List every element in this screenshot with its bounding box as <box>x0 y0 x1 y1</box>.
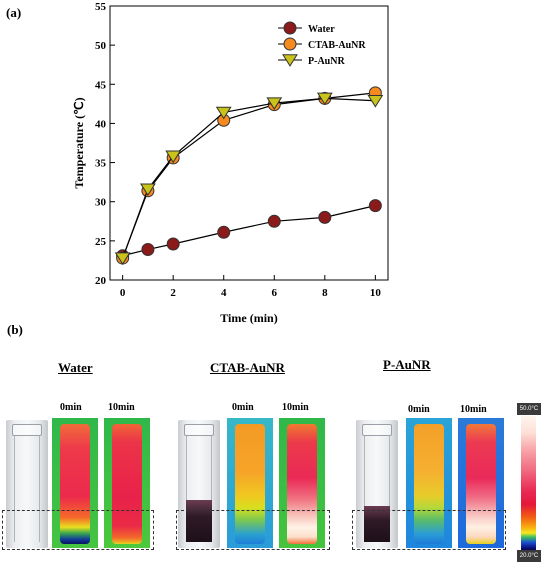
legend-marker-1 <box>283 37 297 51</box>
data-point-0 <box>318 210 332 224</box>
temperature-color-scale <box>521 416 536 552</box>
ctab-10min-label: 10min <box>282 402 309 413</box>
ctab-thermal-10min <box>279 418 325 548</box>
y-tick-label: 45 <box>95 79 107 91</box>
data-point-2 <box>266 97 283 110</box>
panel-a-label: (a) <box>6 5 21 20</box>
water-10min-label: 10min <box>108 402 135 413</box>
data-point-2 <box>367 94 384 108</box>
ctab-0min-label: 0min <box>232 402 254 413</box>
series-line-2 <box>122 97 376 259</box>
data-point-2 <box>215 106 232 120</box>
legend-label: CTAB-AuNR <box>308 40 366 51</box>
x-tick-label: 8 <box>322 287 328 299</box>
y-tick-label: 25 <box>95 236 107 248</box>
y-axis-label: Temperature (℃) <box>72 97 86 188</box>
y-tick-label: 55 <box>95 1 107 13</box>
x-tick-label: 2 <box>170 287 176 299</box>
scale-min-label: 20.0°C <box>517 550 541 562</box>
temperature-line-chart: (a) 20 25 30 35 40 45 50 55 0 2 4 6 8 10 Time (min) Temp… <box>6 1 389 325</box>
paunr-thermal-0min <box>406 418 452 548</box>
data-point-2 <box>316 92 333 106</box>
ctab-dashed-region <box>176 510 330 550</box>
data-point-0 <box>217 225 231 239</box>
water-cuvette-photo <box>6 420 48 548</box>
legend-marker-0 <box>283 21 297 35</box>
x-tick-label: 0 <box>120 287 126 299</box>
ctab-aunr-title: CTAB-AuNR <box>210 360 285 375</box>
paunr-cuvette-photo <box>356 420 398 548</box>
plot-frame <box>109 5 389 281</box>
y-tick-label: 40 <box>95 118 107 130</box>
p-aunr-title: P-AuNR <box>383 357 431 372</box>
data-point-2 <box>140 183 156 197</box>
y-tick-label: 30 <box>95 197 107 209</box>
water-thermal-10min <box>104 418 150 548</box>
ctab-cuvette-photo <box>178 420 220 548</box>
data-point-0 <box>166 237 180 251</box>
paunr-0min-label: 0min <box>408 404 430 415</box>
paunr-10min-label: 10min <box>460 404 487 415</box>
data-point-0 <box>368 199 382 213</box>
y-tick-label: 50 <box>95 40 107 52</box>
data-point-2 <box>114 252 131 265</box>
x-axis-label: Time (min) <box>220 311 277 325</box>
y-tick-label: 20 <box>95 275 107 287</box>
x-tick-label: 6 <box>272 287 278 299</box>
legend-marker-2 <box>282 54 298 67</box>
paunr-dashed-region <box>352 510 506 550</box>
series-line-0 <box>122 205 376 257</box>
water-title: Water <box>58 360 93 375</box>
x-tick-label: 10 <box>370 287 382 299</box>
x-tick-label: 4 <box>221 287 227 299</box>
paunr-thermal-10min <box>458 418 504 548</box>
y-tick-label: 35 <box>95 158 107 170</box>
water-dashed-region <box>2 510 154 550</box>
series-line-1 <box>122 92 376 259</box>
scale-max-label: 50.0°C <box>517 403 541 415</box>
water-thermal-0min <box>52 418 98 548</box>
legend-label: P-AuNR <box>308 56 345 67</box>
data-point-2 <box>165 150 182 164</box>
ctab-thermal-0min <box>227 418 273 548</box>
water-0min-label: 0min <box>60 402 82 413</box>
legend-label: Water <box>308 24 335 35</box>
data-point-0 <box>141 242 155 256</box>
panel-b-label: (b) <box>7 322 23 337</box>
data-point-0 <box>267 214 281 228</box>
